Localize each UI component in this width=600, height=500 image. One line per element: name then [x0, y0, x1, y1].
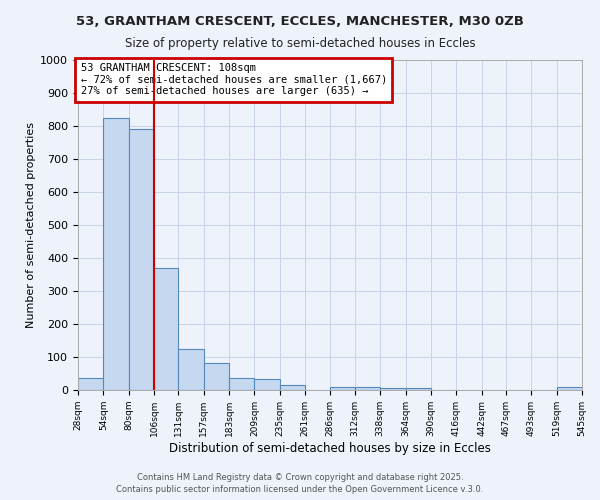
- Y-axis label: Number of semi-detached properties: Number of semi-detached properties: [26, 122, 36, 328]
- Bar: [355, 386, 380, 390]
- Bar: [78, 378, 103, 390]
- Bar: [254, 380, 280, 390]
- Bar: [329, 386, 355, 390]
- Bar: [204, 362, 229, 390]
- Bar: [229, 378, 254, 390]
- X-axis label: Distribution of semi-detached houses by size in Eccles: Distribution of semi-detached houses by …: [169, 442, 491, 454]
- Bar: [557, 386, 582, 390]
- Bar: [406, 388, 431, 390]
- Text: Size of property relative to semi-detached houses in Eccles: Size of property relative to semi-detach…: [125, 38, 475, 51]
- Bar: [128, 130, 154, 390]
- Text: 53 GRANTHAM CRESCENT: 108sqm
← 72% of semi-detached houses are smaller (1,667)
2: 53 GRANTHAM CRESCENT: 108sqm ← 72% of se…: [80, 64, 387, 96]
- Text: Contains HM Land Registry data © Crown copyright and database right 2025.: Contains HM Land Registry data © Crown c…: [137, 474, 463, 482]
- Text: Contains public sector information licensed under the Open Government Licence v.: Contains public sector information licen…: [116, 485, 484, 494]
- Bar: [103, 118, 128, 390]
- Bar: [154, 268, 178, 390]
- Text: 53, GRANTHAM CRESCENT, ECCLES, MANCHESTER, M30 0ZB: 53, GRANTHAM CRESCENT, ECCLES, MANCHESTE…: [76, 15, 524, 28]
- Bar: [380, 388, 406, 390]
- Bar: [280, 385, 305, 390]
- Bar: [178, 349, 204, 390]
